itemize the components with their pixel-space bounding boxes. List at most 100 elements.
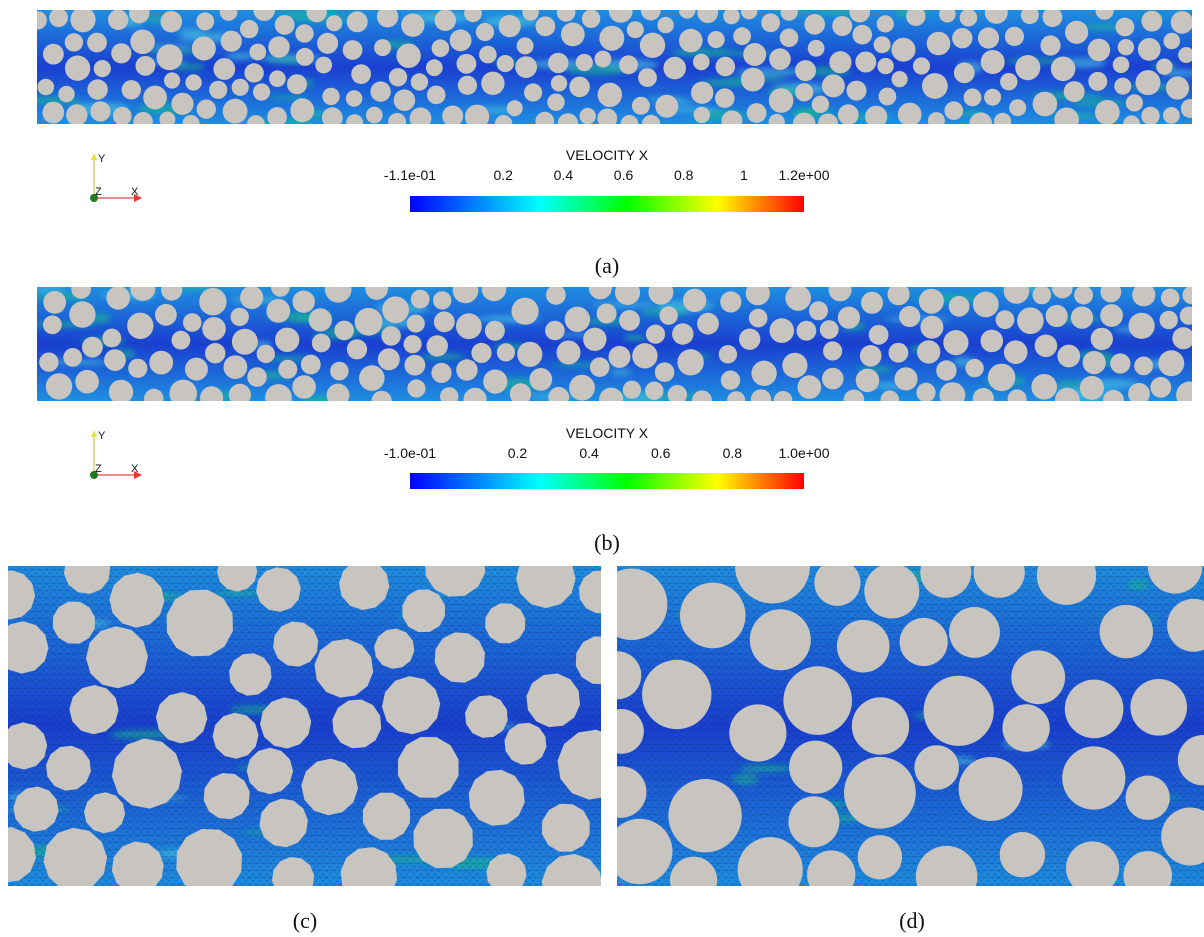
particle bbox=[300, 354, 321, 375]
particle bbox=[851, 697, 910, 755]
colorbar-tick-label: 0.2 bbox=[507, 445, 528, 461]
particle bbox=[1004, 26, 1024, 46]
particle bbox=[106, 287, 130, 310]
particle bbox=[617, 818, 673, 885]
particle bbox=[715, 56, 736, 77]
particle bbox=[1134, 356, 1153, 376]
particle bbox=[1087, 38, 1111, 62]
particle bbox=[597, 108, 618, 124]
particle bbox=[617, 766, 647, 818]
particle bbox=[715, 88, 735, 108]
particle bbox=[1150, 376, 1172, 398]
particle bbox=[371, 390, 392, 401]
particle bbox=[69, 685, 119, 735]
particle bbox=[691, 81, 714, 104]
particle bbox=[246, 747, 293, 795]
particle bbox=[382, 676, 441, 735]
particle bbox=[807, 850, 856, 886]
particle bbox=[1066, 841, 1120, 886]
particle bbox=[485, 603, 526, 644]
particle bbox=[668, 779, 742, 853]
particle bbox=[253, 83, 271, 101]
particle bbox=[809, 301, 828, 321]
particle bbox=[345, 90, 363, 107]
particle bbox=[659, 306, 678, 325]
particle bbox=[922, 73, 948, 99]
particle bbox=[407, 379, 426, 398]
particle bbox=[855, 51, 877, 73]
colorbar-tick-label: 0.4 bbox=[553, 167, 574, 183]
particle bbox=[409, 107, 432, 124]
particle bbox=[1135, 70, 1161, 96]
particle bbox=[321, 107, 343, 124]
particle bbox=[1123, 115, 1140, 124]
particle bbox=[980, 329, 1004, 353]
particle bbox=[346, 339, 368, 360]
particle bbox=[396, 43, 421, 68]
particle bbox=[943, 330, 969, 356]
particle bbox=[426, 85, 446, 105]
particle bbox=[1100, 304, 1123, 327]
particle bbox=[52, 601, 95, 644]
particle bbox=[87, 79, 108, 100]
particle bbox=[108, 379, 134, 401]
particle bbox=[1137, 38, 1161, 61]
particle bbox=[292, 290, 315, 313]
particle bbox=[622, 380, 642, 399]
particle bbox=[735, 566, 810, 604]
particle bbox=[796, 320, 817, 341]
particle bbox=[1128, 382, 1150, 401]
particle bbox=[426, 335, 448, 357]
particle bbox=[959, 10, 978, 27]
particle bbox=[475, 22, 495, 42]
particle bbox=[918, 288, 944, 314]
particle bbox=[769, 48, 791, 70]
particle bbox=[749, 609, 811, 671]
particle bbox=[846, 80, 867, 101]
particle bbox=[111, 841, 164, 886]
particle bbox=[720, 291, 742, 313]
particle bbox=[84, 792, 126, 834]
particle bbox=[434, 632, 485, 683]
particle bbox=[290, 98, 315, 123]
particle bbox=[199, 288, 227, 316]
particle bbox=[829, 51, 852, 74]
particle bbox=[952, 28, 973, 49]
particle bbox=[135, 55, 156, 76]
particle bbox=[253, 10, 275, 21]
particle bbox=[431, 362, 452, 383]
particle bbox=[977, 27, 1000, 49]
particle bbox=[768, 113, 785, 124]
particle bbox=[984, 88, 1002, 106]
particle bbox=[267, 107, 287, 124]
particle bbox=[1003, 340, 1028, 364]
particle bbox=[322, 87, 340, 106]
particle bbox=[899, 617, 948, 667]
particle bbox=[973, 566, 1025, 598]
particle bbox=[873, 36, 891, 54]
particle bbox=[64, 55, 91, 81]
particle bbox=[575, 636, 601, 685]
particle bbox=[557, 113, 579, 124]
particle bbox=[401, 13, 425, 37]
particle bbox=[1147, 566, 1203, 594]
particle bbox=[229, 653, 272, 696]
particle bbox=[481, 287, 507, 302]
particle bbox=[90, 101, 111, 122]
colorbar-title-a: VELOCITY X bbox=[565, 147, 649, 163]
axis-y-label: Y bbox=[98, 430, 106, 442]
particle bbox=[326, 15, 343, 32]
particle bbox=[741, 67, 765, 92]
particle bbox=[481, 71, 505, 95]
particle bbox=[639, 32, 666, 58]
particle bbox=[42, 101, 65, 124]
particle bbox=[569, 76, 590, 98]
axes-triad-a: Y Z X bbox=[90, 153, 142, 202]
particle bbox=[640, 10, 661, 21]
particle bbox=[8, 621, 49, 674]
particle bbox=[657, 16, 674, 34]
particle bbox=[556, 10, 576, 22]
particle bbox=[326, 383, 350, 401]
particle bbox=[58, 85, 75, 103]
particle bbox=[804, 14, 825, 35]
